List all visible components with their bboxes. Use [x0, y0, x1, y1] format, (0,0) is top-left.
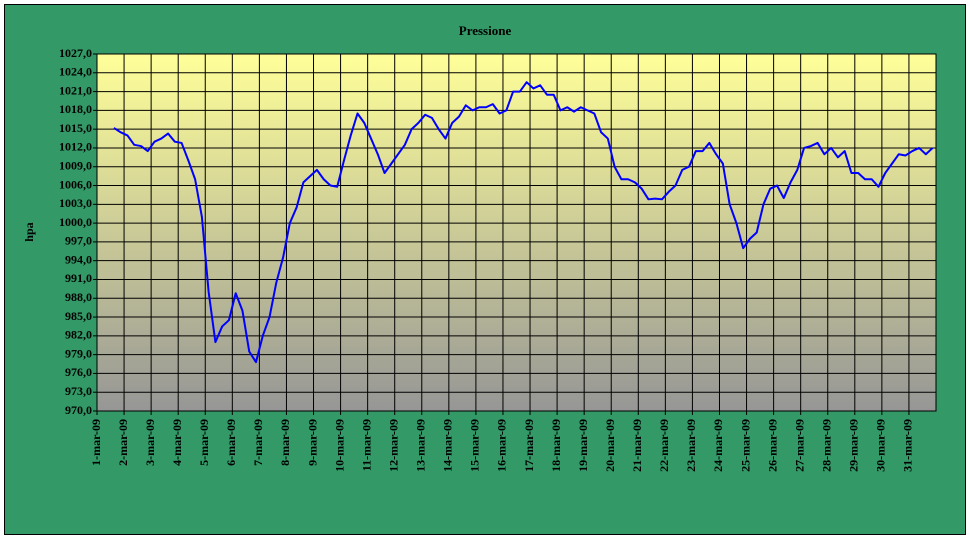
- x-tick-label: 13-mar-09: [414, 419, 428, 472]
- data-line: [113, 81, 934, 364]
- y-tick-label: 979,0: [65, 346, 92, 360]
- x-tick-label: 3-mar-09: [143, 419, 157, 466]
- y-tick-label: 991,0: [65, 271, 92, 285]
- x-tick-label: 25-mar-09: [738, 419, 752, 472]
- x-tick-label: 23-mar-09: [684, 419, 698, 472]
- y-tick-label: 1015,0: [59, 121, 92, 135]
- y-tick-label: 1003,0: [59, 196, 92, 210]
- x-tick-label: 1-mar-09: [89, 419, 103, 466]
- y-tick-label: 1021,0: [59, 83, 92, 97]
- plot-border: [96, 53, 937, 412]
- y-tick-label: 1012,0: [59, 140, 92, 154]
- x-tick-label: 16-mar-09: [495, 419, 509, 472]
- x-tick-label: 7-mar-09: [251, 419, 265, 466]
- x-tick-label: 31-mar-09: [901, 419, 915, 472]
- x-tick-label: 11-mar-09: [359, 419, 373, 471]
- y-tick-label: 997,0: [65, 234, 92, 248]
- y-tick-label: 994,0: [65, 252, 92, 266]
- y-tick-label: 982,0: [65, 328, 92, 342]
- x-tick-label: 21-mar-09: [630, 419, 644, 472]
- x-tick-label: 28-mar-09: [819, 419, 833, 472]
- y-tick-label: 1027,0: [59, 46, 92, 60]
- y-tick-label: 1024,0: [59, 65, 92, 79]
- x-tick-label: 27-mar-09: [792, 419, 806, 472]
- y-tick-label: 970,0: [65, 403, 92, 417]
- x-tick-label: 6-mar-09: [224, 419, 238, 466]
- x-tick-label: 5-mar-09: [197, 419, 211, 466]
- x-tick-label: 2-mar-09: [116, 419, 130, 466]
- y-tick-label: 1000,0: [59, 215, 92, 229]
- y-tick-label: 1006,0: [59, 177, 92, 191]
- x-tick-label: 14-mar-09: [441, 419, 455, 472]
- x-tick-label: 10-mar-09: [332, 419, 346, 472]
- y-tick-label: 985,0: [65, 309, 92, 323]
- y-tick-label: 973,0: [65, 384, 92, 398]
- x-tick-label: 22-mar-09: [657, 419, 671, 472]
- x-tick-label: 26-mar-09: [765, 419, 779, 472]
- x-tick-label: 12-mar-09: [386, 419, 400, 472]
- x-tick-label: 30-mar-09: [874, 419, 888, 472]
- x-tick-label: 17-mar-09: [522, 419, 536, 472]
- x-tick-label: 20-mar-09: [603, 419, 617, 472]
- x-tick-label: 15-mar-09: [468, 419, 482, 472]
- y-tick-label: 1009,0: [59, 158, 92, 172]
- x-tick-label: 4-mar-09: [170, 419, 184, 466]
- x-tick-label: 19-mar-09: [576, 419, 590, 472]
- y-axis-label: hpa: [22, 222, 36, 241]
- x-tick-label: 29-mar-09: [847, 419, 861, 472]
- chart-title: Pressione: [459, 23, 512, 38]
- x-tick-label: 18-mar-09: [549, 419, 563, 472]
- x-tick-label: 24-mar-09: [711, 419, 725, 472]
- x-tick-label: 9-mar-09: [305, 419, 319, 466]
- plot-area: [97, 54, 936, 411]
- y-tick-label: 1018,0: [59, 102, 92, 116]
- y-tick-label: 988,0: [65, 290, 92, 304]
- x-tick-label: 8-mar-09: [278, 419, 292, 466]
- y-tick-label: 976,0: [65, 365, 92, 379]
